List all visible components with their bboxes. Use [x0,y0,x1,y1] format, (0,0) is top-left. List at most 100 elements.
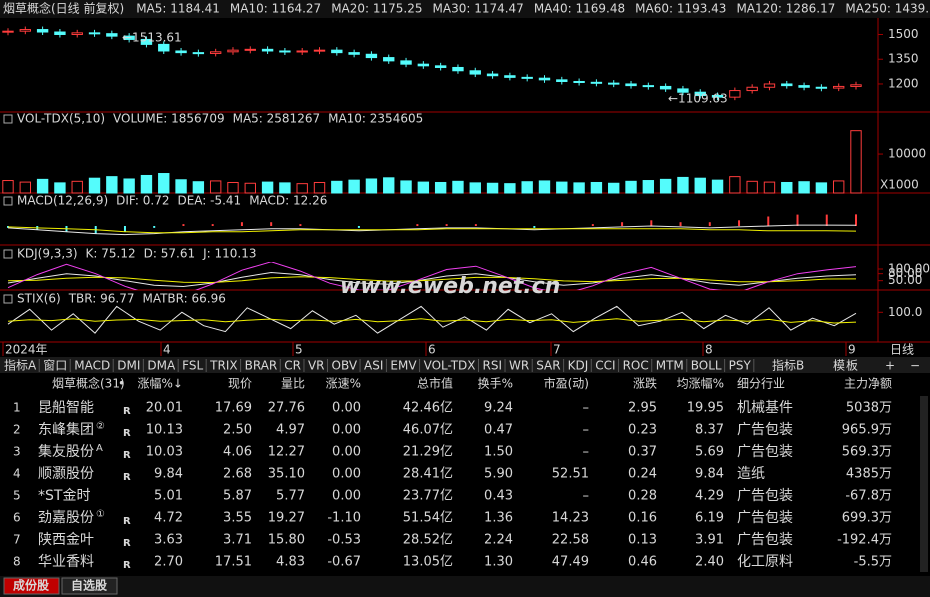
row-number: 1 [13,401,21,415]
bottom-tab[interactable]: 成份股 [13,578,50,593]
stock-name[interactable]: 东峰集团 [38,421,94,438]
indicator-tab[interactable]: EMV [390,359,417,373]
candle [158,43,170,52]
row-number: 6 [13,511,21,525]
candle [521,76,533,79]
indicator-tab[interactable]: 模 [833,359,845,373]
stock-name[interactable]: 华业香料 [38,554,94,570]
column-header[interactable]: 换手% [478,377,513,391]
indicator-line [7,276,857,284]
ma-legend: MA20: 1175.25 [331,2,422,16]
candle [711,95,724,98]
row-number: 4 [13,467,21,481]
table-cell: 6.19 [695,511,724,526]
candle [227,49,239,53]
indicator-tab[interactable]: BRAR [245,359,278,373]
table-cell: 2.24 [484,533,513,548]
table-cell: 9.84 [154,467,183,482]
stock-name[interactable]: 劲嘉股份 [38,510,94,526]
ma-legend: MA40: 1169.48 [534,2,625,16]
indicator-tab[interactable]: 板 [846,359,858,373]
indicator-tab[interactable]: BOLL [691,359,722,373]
indicator-tab[interactable]: MACD [74,359,110,373]
table-cell: 造纸 [737,466,765,482]
column-header[interactable]: 涨幅%↓ [138,376,183,391]
stock-name[interactable]: 昆船智能 [38,400,94,416]
watermark: www.eweb.net.cn [340,274,560,299]
indicator-tab[interactable]: OBV [332,359,358,373]
candle [71,32,83,35]
indicator-tab[interactable]: WR [509,359,529,373]
table-cell: 21.29亿 [403,445,453,460]
bottom-tab-bg[interactable] [61,577,118,595]
candle [244,48,256,51]
indicator-tab[interactable]: 窗口 [43,359,67,373]
table-cell: 5.01 [154,489,183,504]
indicator-legend: MA10: 2354605 [328,112,423,126]
stock-badge: ② [96,421,105,432]
candle [36,29,49,33]
indicator-tab[interactable]: 指标B [772,358,804,373]
row-number: 3 [13,445,21,459]
candle [504,75,516,78]
indicator-tab[interactable]: ROC [623,359,649,373]
bottom-tab[interactable]: 自选股 [71,578,108,593]
candle [763,83,776,88]
volume-bar [677,176,689,194]
table-cell: 17.69 [215,401,252,416]
table-cell: 化工原料 [737,554,793,570]
stock-name[interactable]: *ST金时 [38,488,90,504]
table-cell: 569.3万 [842,445,892,460]
column-header[interactable]: 烟草概念(31) [52,376,125,391]
column-header[interactable]: 涨跌 [633,376,657,391]
indicator-tab[interactable]: SAR [536,359,560,373]
indicator-tab[interactable]: RSI [483,359,503,373]
column-header[interactable]: 量比 [281,377,305,391]
indicator-tab[interactable]: CCI [595,359,615,373]
indicator-tab[interactable]: + [885,359,895,373]
column-header[interactable]: 涨速% [326,376,361,391]
indicator-tab[interactable]: DMI [117,359,140,373]
indicator-tab[interactable]: VR [308,359,325,373]
stock-name[interactable]: 集友股份 [38,443,94,460]
ma-legend: MA120: 1286.17 [736,2,835,16]
table-cell: 5.90 [484,467,513,482]
table-cell: 5.87 [223,489,252,504]
bottom-bar [0,576,930,597]
table-cell: 0.00 [332,423,361,438]
indicator-legend: J: 110.13 [202,247,256,261]
column-header[interactable]: 均涨幅% [677,376,724,391]
y-tick-label: 80.00 [888,266,922,280]
flag: R [123,538,131,549]
bottom-tab-bg[interactable] [3,577,60,595]
indicator-tab[interactable]: TRIX [209,359,237,373]
indicator-tab[interactable]: KDJ [568,359,589,373]
column-header[interactable]: 主力净额 [844,377,892,391]
candle [2,30,14,33]
column-header[interactable]: 现价 [228,377,252,391]
indicator-tab[interactable]: ASI [364,359,383,373]
column-header[interactable]: 总市值 [417,376,453,391]
indicator-tab[interactable]: PSY [729,359,752,373]
table-cell: 27.76 [268,401,305,416]
indicator-tab[interactable]: CR [284,359,301,373]
indicator-legend: STIX(6) [17,292,61,306]
table-cell: 4.72 [154,511,183,526]
indicator-tab[interactable]: MTM [656,359,684,373]
indicator-tab[interactable]: − [910,359,920,373]
indicator-tab[interactable]: VOL-TDX [424,359,476,373]
candle [434,65,447,68]
table-cell: 0.00 [332,401,361,416]
stock-name[interactable]: 顺灏股份 [38,465,94,482]
volume-bar [296,183,308,194]
column-header[interactable]: • [118,377,125,391]
column-header[interactable]: 细分行业 [737,377,785,391]
stock-name[interactable]: 陕西金叶 [38,532,94,548]
indicator-tab[interactable]: FSL [182,359,203,373]
ma-legend: MA60: 1193.43 [635,2,726,16]
indicator-line [7,318,857,324]
indicator-tab[interactable]: DMA [147,359,176,373]
indicator-tab[interactable]: 指标A [4,358,37,373]
column-header[interactable]: 市盈(动) [544,376,589,391]
